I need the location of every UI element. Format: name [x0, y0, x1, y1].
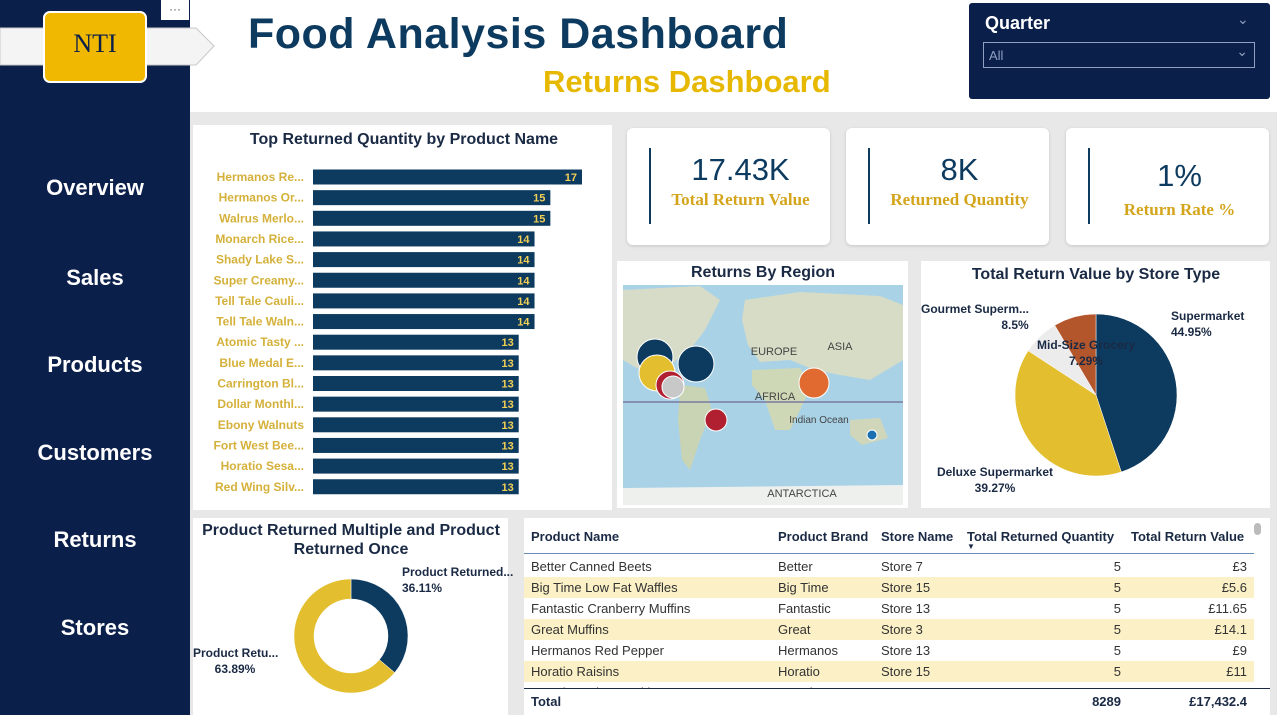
nav-item[interactable]: Customers	[37, 440, 153, 465]
slicer-label: Quarter	[985, 13, 1051, 33]
table-cell: Better Canned Beets	[531, 559, 652, 574]
table-cell: Fantastic	[778, 601, 831, 616]
table-cell: Great Muffins	[531, 622, 609, 637]
table-cell: 5	[1113, 601, 1121, 616]
table-cell: Hermanos	[778, 643, 838, 658]
column-header[interactable]: Product Brand	[778, 529, 869, 544]
table-cell: Hermanos Red Pepper	[531, 643, 664, 658]
kpi-divider	[649, 148, 651, 224]
slicer-dropdown[interactable]: All ⌄	[983, 42, 1255, 68]
table-cell: Store 3	[881, 622, 923, 637]
table-cell: Store 13	[881, 601, 931, 616]
table-cell: Horatio	[778, 664, 820, 679]
more-button[interactable]: ···	[169, 2, 181, 16]
table-cell: £3	[1232, 559, 1247, 574]
table-cell: Store 7	[881, 559, 923, 574]
total-quantity: 8289	[1092, 694, 1121, 709]
kpi-value: 8K	[940, 152, 979, 187]
dropdown-arrow: ⌄	[1236, 43, 1248, 59]
table-cell: Better	[778, 559, 813, 574]
kpi-divider	[1088, 148, 1090, 224]
row-stripe	[524, 619, 1254, 640]
kpi-label: Returned Quantity	[890, 190, 1029, 209]
logo-banner: NTI ···	[0, 0, 215, 83]
nav-item[interactable]: Products	[47, 352, 143, 377]
slicer[interactable]: Quarter ⌄ All ⌄	[969, 3, 1270, 99]
column-header[interactable]: Product Name	[531, 529, 620, 544]
total-label: Total	[531, 694, 562, 709]
row-stripe	[524, 661, 1254, 682]
title: Food Analysis Dashboard	[248, 10, 789, 58]
kpi-label: Return Rate %	[1123, 200, 1236, 219]
table-cell: £14.1	[1214, 622, 1247, 637]
table-cell: Horatio Raisins	[531, 664, 620, 679]
table-cell: 5	[1113, 622, 1121, 637]
nav-item[interactable]: Stores	[60, 615, 130, 640]
table-cell: Great	[778, 622, 811, 637]
header	[190, 0, 970, 112]
row-stripe	[524, 577, 1254, 598]
sort-indicator: ▼	[967, 542, 975, 551]
kpi-value: 1%	[1157, 158, 1202, 193]
kpi-value: 17.43K	[691, 152, 790, 187]
column-header[interactable]: Store Name	[881, 529, 954, 544]
bar-panel	[193, 125, 612, 510]
logo: NTI	[73, 29, 116, 58]
table-cell: £11	[1226, 664, 1247, 679]
map-panel	[617, 261, 908, 508]
kpi-label: Total Return Value	[671, 190, 810, 209]
logo-box	[43, 11, 147, 83]
pie-panel	[921, 261, 1270, 508]
column-header[interactable]: Total Returned Quantity	[967, 529, 1115, 544]
table-cell: £11.65	[1208, 601, 1247, 616]
sidebar	[0, 0, 190, 715]
subtitle: Returns Dashboard	[543, 64, 831, 99]
more-button-bg[interactable]	[161, 0, 189, 20]
column-header[interactable]: Total Return Value	[1131, 529, 1245, 544]
table-cell: 5	[1113, 664, 1121, 679]
table-cell: 5	[1113, 580, 1121, 595]
nav-item[interactable]: Overview	[46, 175, 144, 200]
table-cell: Store 15	[881, 580, 931, 595]
table-cell: 5	[1113, 559, 1121, 574]
total-value: £17,432.4	[1189, 694, 1247, 709]
kpi-card: 17.43K Total Return Value	[627, 128, 830, 245]
table-cell: £5.6	[1221, 580, 1247, 595]
kpi-divider	[868, 148, 870, 224]
table-cell: Big Time	[778, 580, 829, 595]
donut-panel	[193, 518, 508, 715]
kpi-card: 1% Return Rate %	[1066, 128, 1269, 245]
table-cell: Store 15	[881, 664, 931, 679]
table-cell: £9	[1232, 643, 1247, 658]
table-cell: Fantastic Cranberry Muffins	[531, 601, 691, 616]
kpi-card: 8K Returned Quantity	[846, 128, 1049, 245]
nav-item[interactable]: Returns	[53, 527, 137, 552]
nav-item[interactable]: Sales	[66, 265, 124, 290]
total-row: Total 8289 £17,432.4	[524, 688, 1270, 715]
slicer-collapse[interactable]: ⌄	[1237, 11, 1249, 27]
table-cell: 5	[1113, 643, 1121, 658]
slicer-value: All	[989, 48, 1004, 63]
table-panel: Product Name Product Brand Store Name Total…	[524, 518, 1270, 715]
scrollbar[interactable]	[1254, 523, 1261, 535]
header-rule	[524, 553, 1254, 554]
table-cell: Big Time Low Fat Waffles	[531, 580, 678, 595]
table-cell: Store 13	[881, 643, 931, 658]
